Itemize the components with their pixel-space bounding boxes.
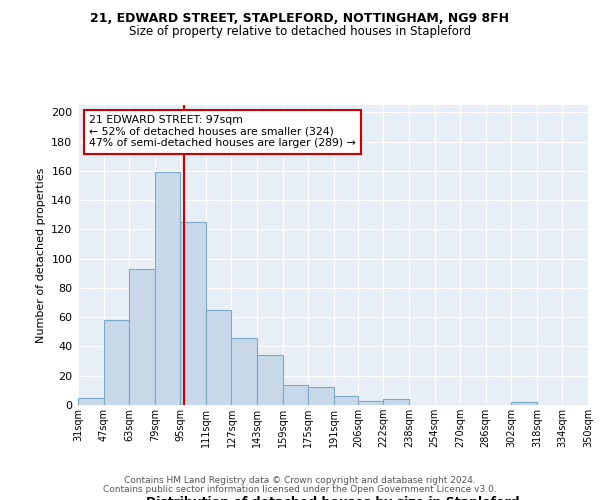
Bar [511, 402, 537, 405]
Text: 21, EDWARD STREET, STAPLEFORD, NOTTINGHAM, NG9 8FH: 21, EDWARD STREET, STAPLEFORD, NOTTINGHA… [91, 12, 509, 26]
Bar [334, 396, 358, 405]
Bar [358, 400, 383, 405]
Y-axis label: Number of detached properties: Number of detached properties [36, 168, 46, 342]
Bar [78, 398, 104, 405]
X-axis label: Distribution of detached houses by size in Stapleford: Distribution of detached houses by size … [146, 496, 520, 500]
Bar [257, 355, 283, 405]
Bar [129, 269, 155, 405]
Text: Size of property relative to detached houses in Stapleford: Size of property relative to detached ho… [129, 25, 471, 38]
Bar [181, 222, 206, 405]
Text: Contains HM Land Registry data © Crown copyright and database right 2024.: Contains HM Land Registry data © Crown c… [124, 476, 476, 485]
Text: 21 EDWARD STREET: 97sqm
← 52% of detached houses are smaller (324)
47% of semi-d: 21 EDWARD STREET: 97sqm ← 52% of detache… [89, 115, 356, 148]
Bar [104, 320, 129, 405]
Bar [308, 388, 334, 405]
Bar [206, 310, 232, 405]
Bar [232, 338, 257, 405]
Text: Contains public sector information licensed under the Open Government Licence v3: Contains public sector information licen… [103, 485, 497, 494]
Bar [383, 399, 409, 405]
Bar [283, 384, 308, 405]
Bar [155, 172, 181, 405]
